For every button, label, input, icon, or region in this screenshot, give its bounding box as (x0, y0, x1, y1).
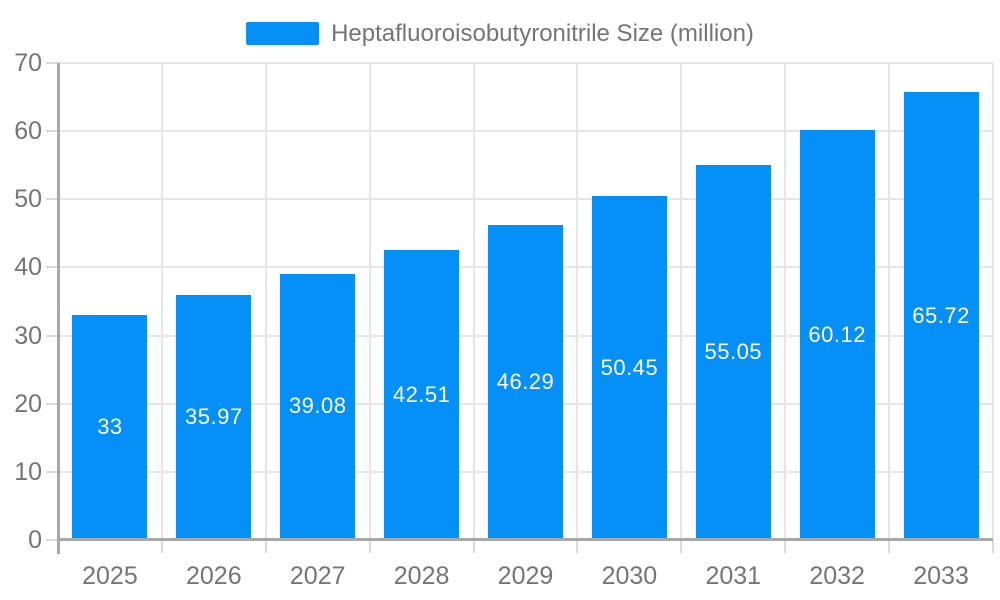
y-axis-tick (46, 62, 58, 64)
bar-2029[interactable]: 46.29 (488, 224, 563, 539)
x-gridline (888, 63, 891, 540)
bar-2025[interactable]: 33 (72, 315, 148, 539)
bar-value-label: 60.12 (808, 321, 866, 347)
y-axis-label: 50 (14, 185, 42, 214)
y-axis-tick (46, 539, 58, 541)
x-axis-tick (576, 540, 579, 553)
y-axis-label: 10 (14, 457, 42, 486)
y-axis-line (57, 63, 60, 554)
y-gridline (58, 198, 993, 201)
x-gridline (368, 63, 371, 540)
y-axis-tick (46, 266, 58, 269)
x-axis-tick (992, 540, 994, 553)
bar-value-label: 42.51 (392, 381, 451, 407)
bar-2031[interactable]: 55.05 (695, 164, 771, 539)
bar-value-label: 55.05 (704, 338, 763, 364)
x-axis-line (57, 538, 993, 541)
y-axis-label: 30 (14, 321, 42, 350)
x-axis-label: 2028 (393, 562, 450, 590)
legend-swatch-icon (246, 22, 320, 45)
y-axis-tick (46, 130, 58, 133)
legend-label: Heptafluoroisobutyronitrile Size (millio… (331, 20, 754, 47)
x-axis-label: 2026 (186, 562, 242, 590)
x-axis-tick (264, 540, 267, 553)
y-axis-label: 70 (14, 49, 42, 77)
bar-2027[interactable]: 39.08 (280, 273, 356, 539)
x-gridline (992, 63, 994, 540)
x-axis-tick (680, 540, 683, 553)
bar-2030[interactable]: 50.45 (591, 196, 667, 539)
bar-value-label: 33 (97, 414, 123, 440)
x-axis-label: 2027 (289, 562, 346, 590)
bar-value-label: 46.29 (496, 368, 555, 394)
x-gridline (472, 63, 475, 540)
x-gridline (576, 63, 579, 540)
legend-item[interactable]: Heptafluoroisobutyronitrile Size (millio… (246, 20, 754, 47)
bar-2032[interactable]: 60.12 (799, 130, 875, 539)
bar-2033[interactable]: 65.72 (903, 92, 979, 539)
y-axis-tick (46, 334, 58, 337)
x-axis-tick (160, 540, 163, 553)
bar-value-label: 65.72 (912, 302, 970, 328)
y-axis-tick (46, 402, 58, 405)
y-gridline (58, 62, 993, 64)
y-axis-label: 60 (14, 117, 42, 146)
x-axis-tick (784, 540, 787, 553)
bar-value-label: 50.45 (600, 354, 659, 380)
x-axis-tick (368, 540, 371, 553)
bar-value-label: 35.97 (185, 403, 243, 429)
x-axis-label: 2032 (809, 562, 865, 590)
x-gridline (784, 63, 787, 540)
bar-2028[interactable]: 42.51 (384, 250, 460, 539)
x-axis-label: 2030 (601, 562, 658, 590)
y-axis-tick (46, 198, 58, 201)
y-gridline (58, 130, 993, 133)
x-gridline (680, 63, 683, 540)
y-axis-label: 0 (28, 526, 42, 554)
x-axis-label: 2029 (497, 562, 554, 590)
y-axis-tick (46, 470, 58, 473)
x-axis-tick (888, 540, 891, 553)
x-axis-label: 2025 (82, 562, 138, 590)
bar-2026[interactable]: 35.97 (176, 294, 252, 539)
bar-value-label: 39.08 (288, 393, 347, 419)
x-gridline (264, 63, 267, 540)
x-axis-tick (472, 540, 475, 553)
y-axis-label: 40 (14, 253, 42, 282)
x-axis-label: 2033 (913, 562, 969, 590)
y-axis-label: 20 (14, 389, 42, 418)
x-axis-label: 2031 (705, 562, 762, 590)
x-gridline (160, 63, 163, 540)
